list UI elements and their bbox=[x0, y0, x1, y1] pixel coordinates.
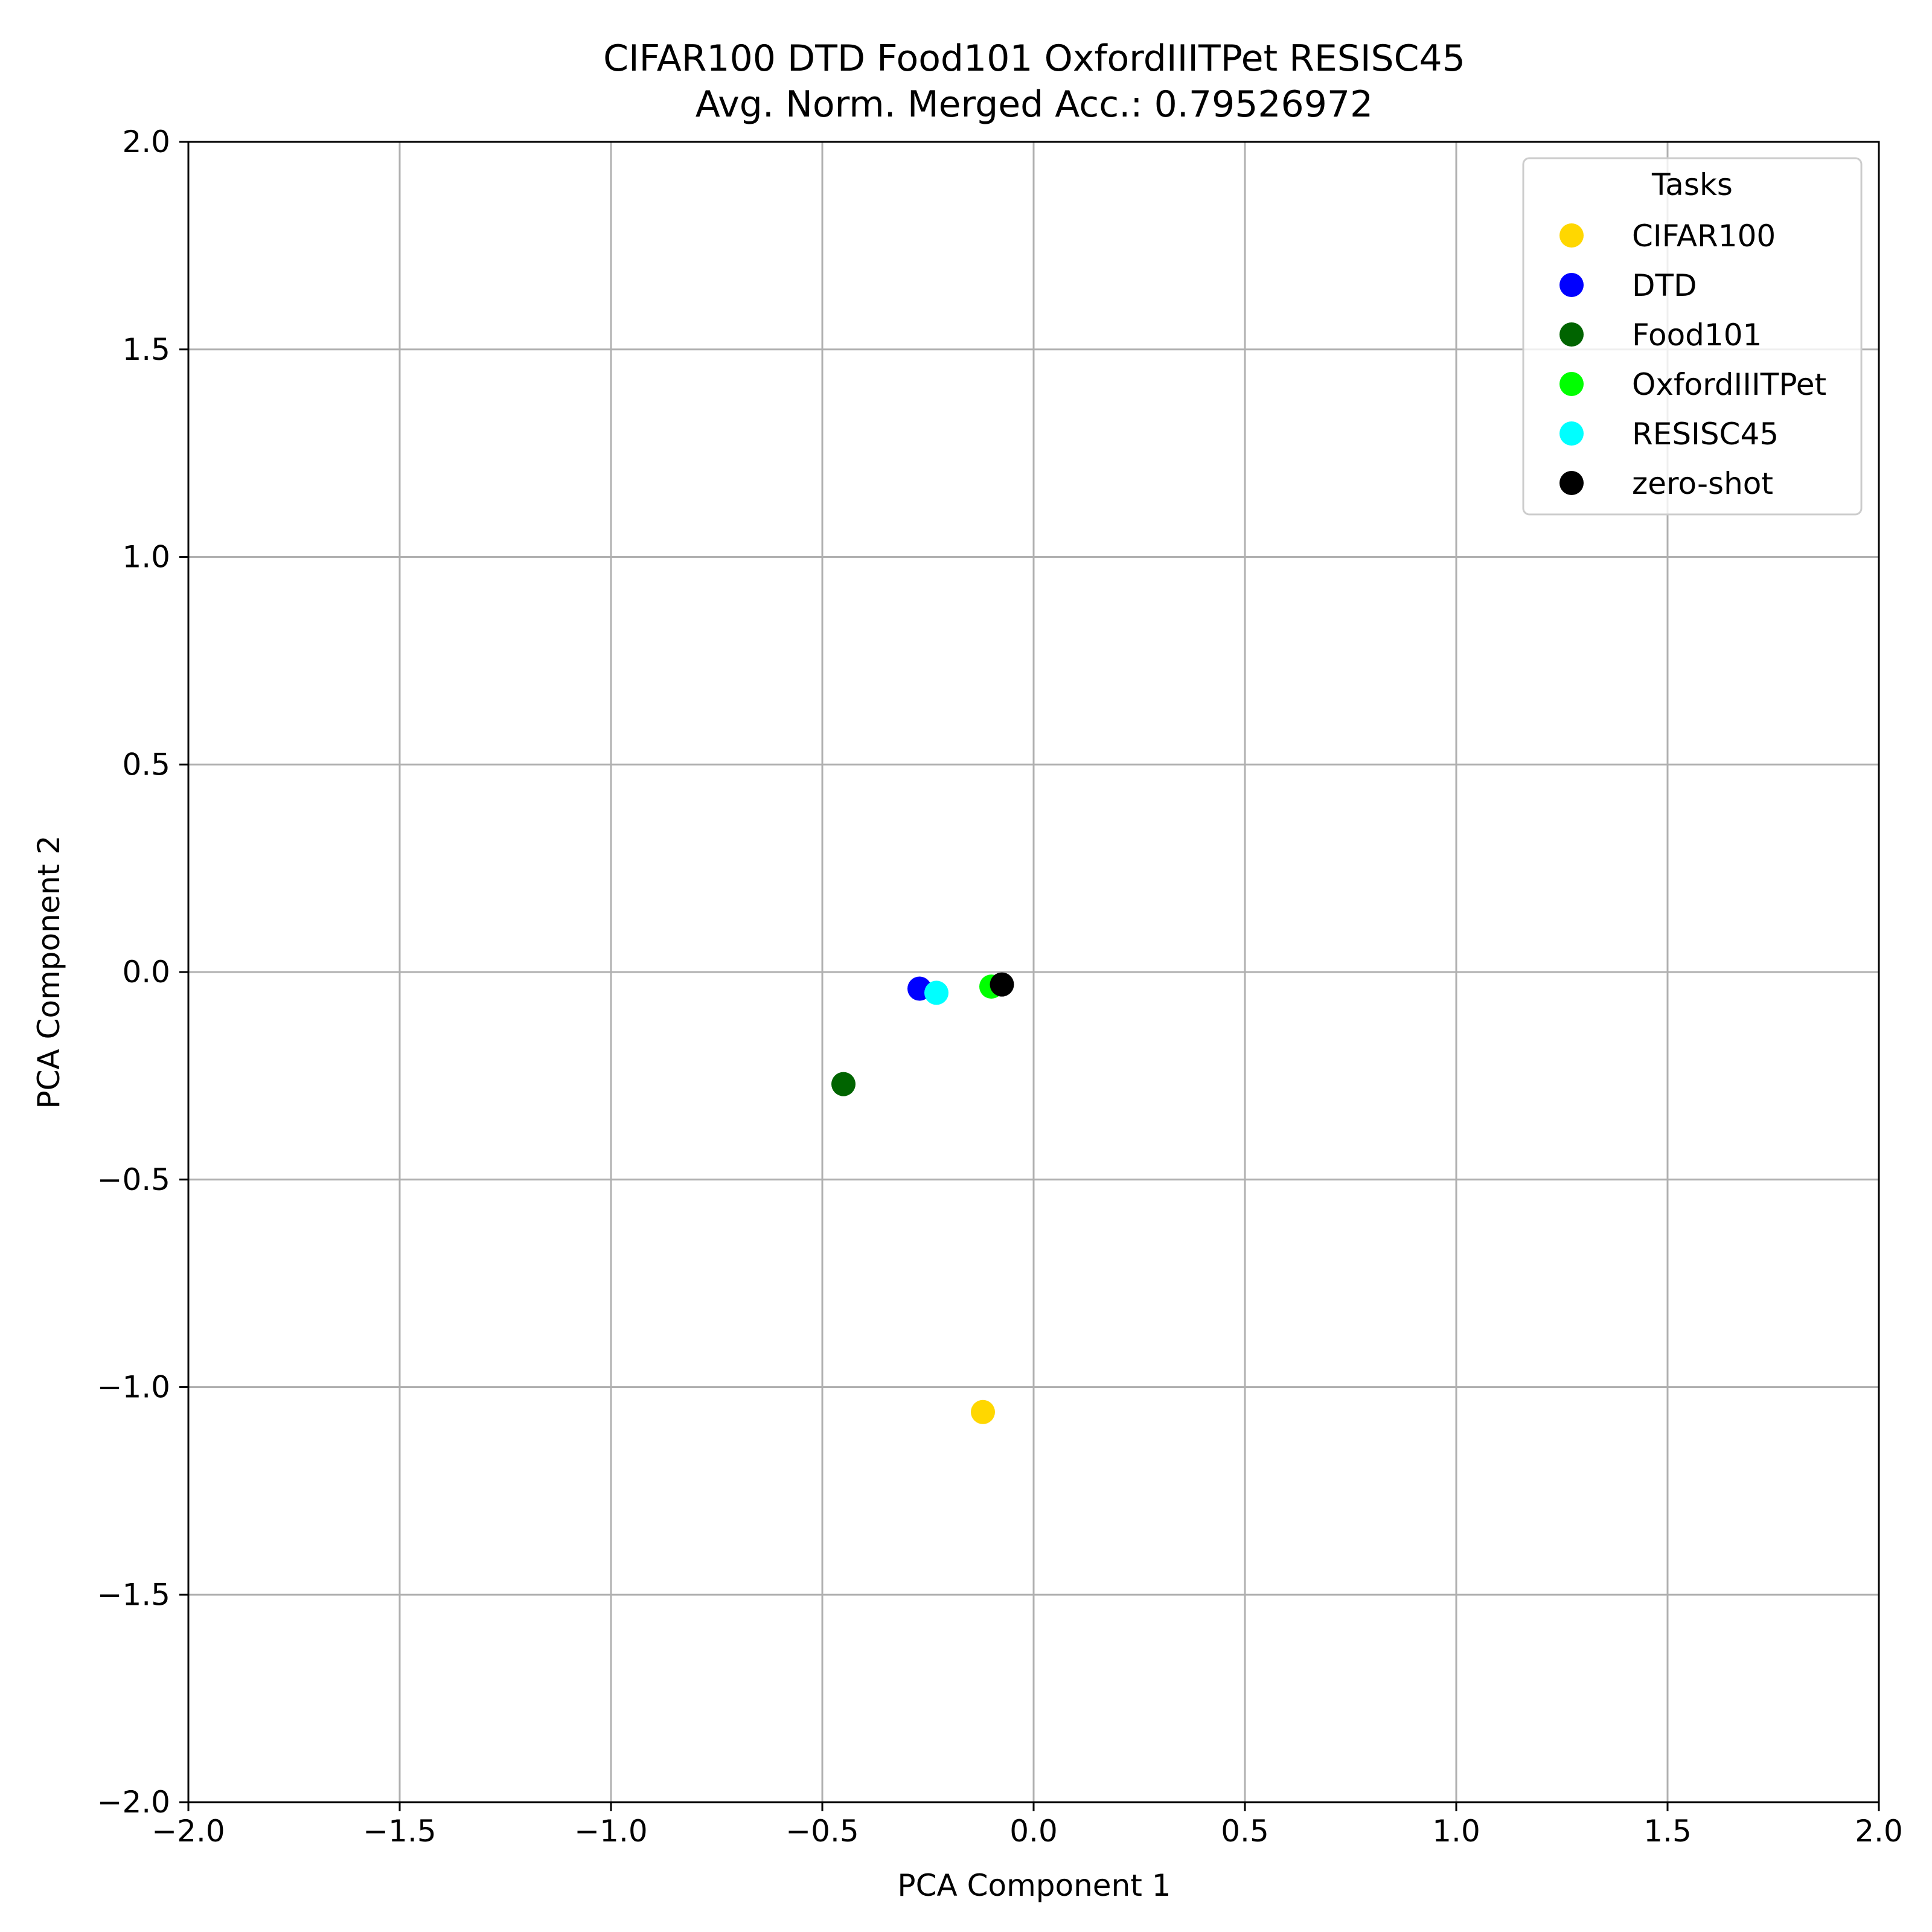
y-tick-label: −1.5 bbox=[97, 1577, 170, 1612]
y-tick-label: −2.0 bbox=[97, 1785, 170, 1820]
y-axis-label: PCA Component 2 bbox=[31, 835, 66, 1108]
legend: Tasks CIFAR100 DTD Food101 OxfordIIITPet RES… bbox=[1522, 157, 1863, 516]
legend-marker bbox=[1559, 322, 1584, 347]
y-tick-label: 2.0 bbox=[122, 124, 170, 159]
legend-label: DTD bbox=[1632, 268, 1697, 303]
x-tick-label: 1.5 bbox=[1643, 1814, 1692, 1849]
x-tick-label: 0.5 bbox=[1221, 1814, 1269, 1849]
y-tick-label: 0.0 bbox=[122, 955, 170, 990]
legend-label: zero-shot bbox=[1632, 466, 1773, 501]
data-point-cifar100 bbox=[971, 1399, 995, 1424]
y-tick-label: −1.0 bbox=[97, 1370, 170, 1405]
x-tick-label: −1.0 bbox=[574, 1814, 647, 1849]
axis-ticks: −2.0 −1.5 −1.0 −0.5 0.0 0.5 1.0 1.5 2.0 −2.0 −1.5 −… bbox=[97, 124, 1903, 1849]
legend-label: CIFAR100 bbox=[1632, 219, 1776, 254]
legend-marker bbox=[1559, 223, 1584, 248]
x-tick-label: 1.0 bbox=[1432, 1814, 1480, 1849]
data-point-resisc45 bbox=[924, 980, 948, 1005]
legend-marker bbox=[1559, 273, 1584, 297]
legend-label: Food101 bbox=[1632, 318, 1762, 353]
y-tick-label: −0.5 bbox=[97, 1162, 170, 1197]
y-tick-label: 1.5 bbox=[122, 332, 170, 367]
legend-marker bbox=[1559, 471, 1584, 495]
x-tick-label: 2.0 bbox=[1855, 1814, 1903, 1849]
legend-title: Tasks bbox=[1651, 167, 1733, 202]
legend-marker bbox=[1559, 421, 1584, 446]
x-axis-label: PCA Component 1 bbox=[897, 1868, 1171, 1903]
x-tick-label: −2.0 bbox=[152, 1814, 225, 1849]
y-tick-label: 0.5 bbox=[122, 747, 170, 782]
legend-entries: CIFAR100 DTD Food101 OxfordIIITPet RESISC45 z… bbox=[1559, 219, 1826, 501]
chart-title-line1: CIFAR100 DTD Food101 OxfordIIITPet RESIS… bbox=[603, 37, 1465, 80]
data-point-zero-shot bbox=[990, 972, 1014, 997]
x-tick-label: −0.5 bbox=[785, 1814, 859, 1849]
data-points bbox=[831, 972, 1014, 1424]
x-tick-label: 0.0 bbox=[1009, 1814, 1058, 1849]
legend-box bbox=[1522, 157, 1863, 516]
x-tick-label: −1.5 bbox=[363, 1814, 436, 1849]
legend-label: RESISC45 bbox=[1632, 417, 1779, 452]
legend-marker bbox=[1559, 372, 1584, 396]
chart-title-line2: Avg. Norm. Merged Acc.: 0.79526972 bbox=[696, 83, 1373, 126]
y-tick-label: 1.0 bbox=[122, 540, 170, 575]
legend-label: OxfordIIITPet bbox=[1632, 367, 1826, 402]
data-point-food101 bbox=[831, 1072, 856, 1096]
